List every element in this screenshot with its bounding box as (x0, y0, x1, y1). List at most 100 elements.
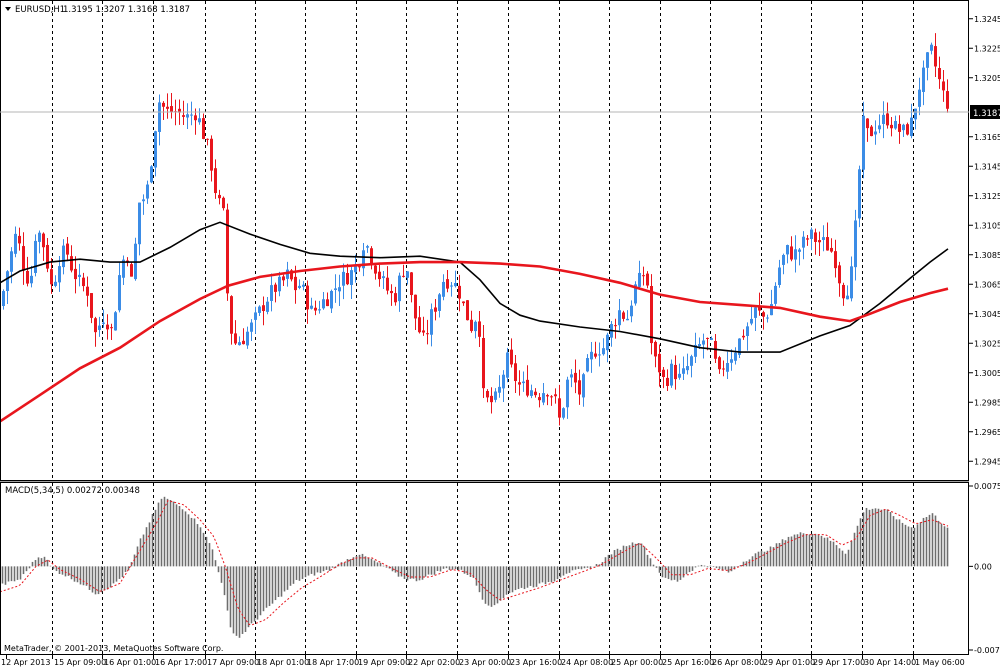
candle (898, 115, 901, 144)
candle (334, 274, 337, 303)
candle (458, 274, 461, 312)
candle (414, 294, 417, 331)
candle (650, 274, 653, 355)
candle (442, 274, 445, 301)
grid-lines (52, 1, 914, 654)
y-tick-label: 1.3145 (974, 162, 1000, 171)
x-tick-label: 29 Apr 17:00 (813, 658, 865, 667)
x-tick-label: 29 Apr 01:00 (763, 658, 815, 667)
candle (838, 261, 841, 297)
y-tick-label: 1.3065 (974, 280, 1000, 289)
candle (166, 93, 169, 119)
candle (446, 269, 449, 293)
x-tick-label: 24 Apr 08:00 (561, 658, 613, 667)
y-tick-label: 1.3005 (974, 369, 1000, 378)
candle (402, 264, 405, 278)
candle (742, 329, 745, 340)
candle (422, 316, 425, 336)
candle (462, 301, 465, 306)
candle (26, 256, 29, 287)
candle (122, 255, 125, 285)
candle (434, 299, 437, 321)
candle (362, 242, 365, 277)
price-axis: 1.3245 1.3225 1.3205 1.3165 1.3145 1.3125 1.31… (969, 15, 1000, 655)
candle (934, 33, 937, 77)
candle (606, 332, 609, 363)
candle (498, 375, 501, 398)
candle (762, 310, 765, 330)
candle (270, 273, 273, 312)
candle (578, 369, 581, 405)
candle (670, 359, 673, 388)
candle (50, 257, 53, 294)
candle (722, 360, 725, 377)
candle (70, 245, 73, 273)
x-tick-label: 18 Apr 01:00 (257, 658, 309, 667)
candle (266, 296, 269, 315)
candle (6, 270, 9, 304)
candle (382, 270, 385, 289)
candle (34, 234, 37, 277)
candle (702, 333, 705, 359)
candle (622, 310, 625, 322)
candle (582, 372, 585, 407)
symbol-label: EURUSD,H1 (15, 5, 65, 15)
candle (546, 393, 549, 406)
candle (350, 265, 353, 299)
candle (118, 262, 121, 313)
candle (834, 239, 837, 278)
candle (90, 292, 93, 324)
candle (130, 261, 133, 277)
candle (190, 101, 193, 126)
x-tick-label: 19 Apr 09:00 (358, 658, 410, 667)
candle (530, 384, 533, 399)
candle (514, 355, 517, 394)
candle (278, 271, 281, 297)
x-tick-label: 1 May 06:00 (915, 658, 965, 667)
candle (134, 237, 137, 281)
candle (554, 388, 557, 404)
candle (138, 202, 141, 256)
candle (642, 266, 645, 286)
candle (886, 102, 889, 129)
candle (730, 349, 733, 371)
candle (666, 369, 669, 391)
candle (794, 235, 797, 273)
candle (630, 300, 633, 323)
y-tick-label: 1.2985 (974, 398, 1000, 407)
candle (310, 297, 313, 310)
candle (314, 300, 317, 316)
candle (162, 101, 165, 121)
candle (182, 100, 185, 126)
candle (326, 292, 329, 307)
candle (438, 293, 441, 318)
candle (550, 395, 553, 406)
candle (142, 194, 145, 215)
candle (354, 254, 357, 283)
candle (58, 256, 61, 292)
candle (330, 289, 333, 313)
candle (470, 310, 473, 333)
candle (614, 318, 617, 339)
candle (206, 138, 209, 146)
dropdown-triangle-icon[interactable] (5, 7, 11, 11)
candle (654, 340, 657, 368)
candle (618, 298, 621, 331)
candle (222, 196, 225, 211)
candle (466, 299, 469, 321)
candle (858, 165, 861, 228)
candle (938, 56, 941, 89)
moving-averages (0, 221, 949, 423)
x-tick-label: 16 Apr 01:00 (104, 658, 156, 667)
candle (406, 271, 409, 285)
candle (574, 359, 577, 394)
y-tick-label: 1.3225 (974, 44, 1000, 53)
candle (274, 282, 277, 303)
x-tick-label: 26 Apr 08:00 (712, 658, 764, 667)
candle (678, 363, 681, 380)
candle (2, 289, 5, 310)
candle (494, 388, 497, 403)
candle (374, 264, 377, 280)
